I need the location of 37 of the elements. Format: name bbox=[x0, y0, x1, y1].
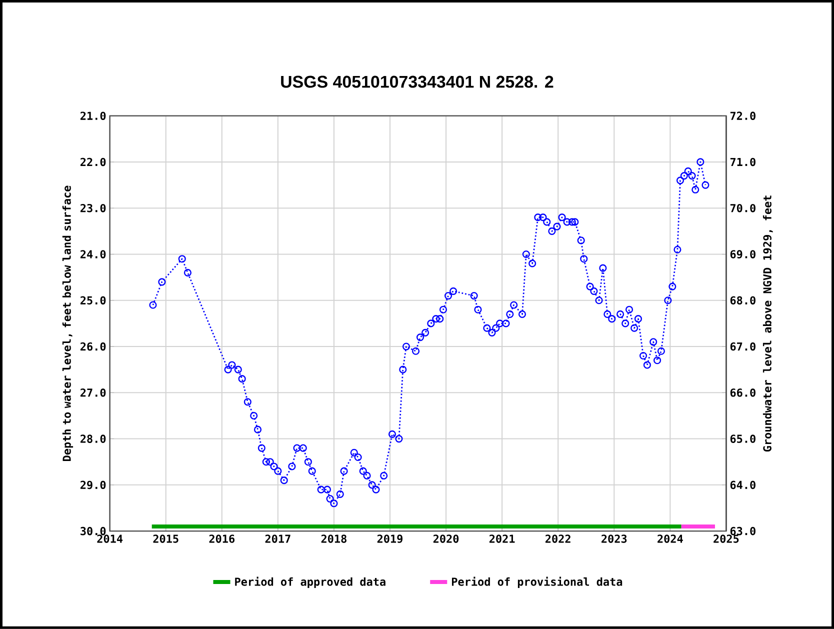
legend-label: Period of provisional data bbox=[452, 576, 622, 588]
y2-tick-label: 70.0 bbox=[730, 204, 756, 212]
x-tick-label: 2014 bbox=[97, 534, 123, 543]
y-tick-label: 28.0 bbox=[80, 434, 106, 444]
y-tick-label: 27.0 bbox=[80, 388, 106, 397]
y2-tick-label: 67.0 bbox=[730, 342, 756, 351]
y2-tick-label: 68.0 bbox=[730, 296, 756, 305]
y-tick-label: 23.0 bbox=[80, 204, 106, 212]
y2-tick-label: 72.0 bbox=[730, 112, 756, 120]
y-tick-label: 26.0 bbox=[80, 342, 106, 351]
y-axis-title: Depth to water level, feet below land surface bbox=[62, 186, 74, 462]
y-tick-label: 29.0 bbox=[80, 480, 106, 490]
y-tick-label: 22.0 bbox=[80, 158, 106, 166]
x-tick-label: 2015 bbox=[153, 534, 178, 543]
x-tick-label: 2021 bbox=[489, 534, 515, 543]
y2-tick-label: 64.0 bbox=[730, 480, 756, 490]
legend-label: Period of approved data bbox=[235, 576, 386, 588]
x-tick-label: 2018 bbox=[321, 534, 346, 543]
y2-tick-label: 65.0 bbox=[730, 434, 756, 444]
y2-tick-label: 71.0 bbox=[730, 158, 756, 166]
y-tick-label: 21.0 bbox=[80, 112, 106, 120]
y2-tick-label: 66.0 bbox=[730, 388, 756, 397]
y2-tick-label: 69.0 bbox=[730, 250, 756, 258]
x-tick-label: 2022 bbox=[545, 534, 570, 543]
chart-title: USGS 405101073343401 N 2528. 2 bbox=[281, 76, 554, 88]
x-tick-label: 2017 bbox=[265, 534, 290, 543]
x-tick-label: 2023 bbox=[602, 534, 627, 543]
y2-tick-label: 63.0 bbox=[730, 526, 756, 536]
x-tick-label: 2020 bbox=[433, 534, 459, 543]
y2-axis-title: Groundwater level above NGVD 1929, feet bbox=[762, 196, 773, 452]
x-tick-label: 2019 bbox=[377, 534, 402, 543]
x-tick-label: 2025 bbox=[714, 534, 739, 543]
x-tick-label: 2024 bbox=[658, 534, 683, 543]
y-tick-label: 25.0 bbox=[80, 296, 106, 305]
y-tick-label: 30.0 bbox=[80, 526, 106, 536]
y-tick-label: 24.0 bbox=[80, 250, 106, 258]
x-tick-label: 2016 bbox=[209, 534, 234, 543]
